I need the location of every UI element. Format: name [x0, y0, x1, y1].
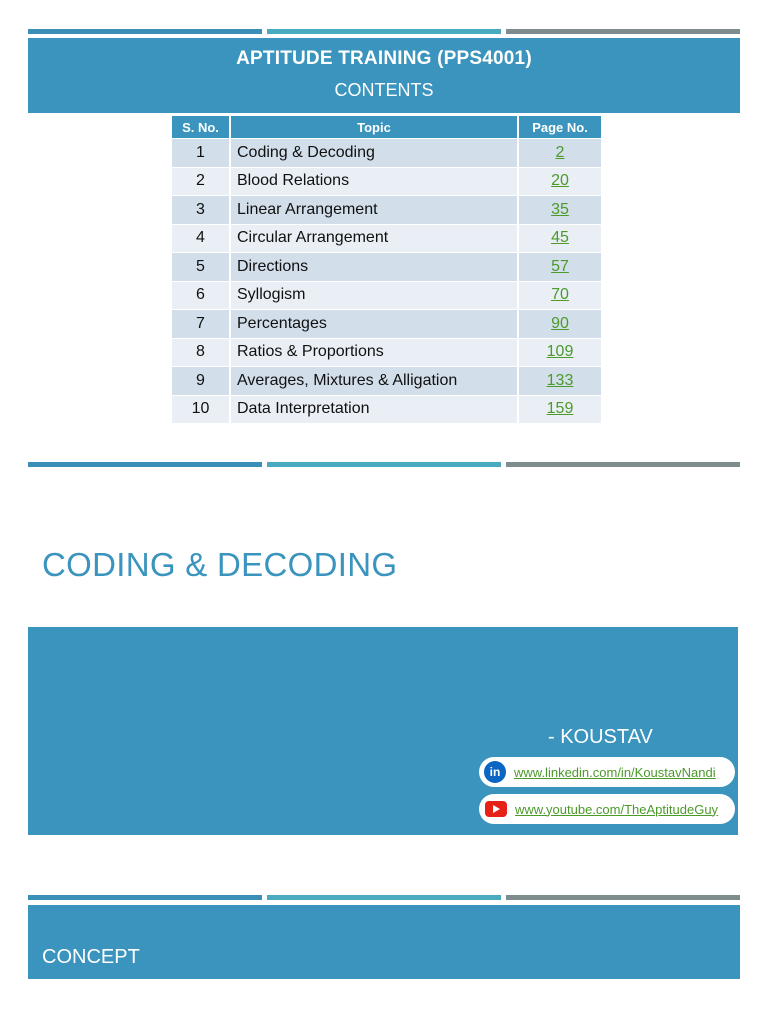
top-divider: [28, 29, 740, 34]
row-topic: Linear Arrangement: [231, 195, 519, 224]
page-link[interactable]: 57: [551, 257, 569, 275]
row-sno: 7: [172, 309, 231, 338]
youtube-icon: [485, 801, 507, 817]
row-topic: Blood Relations: [231, 166, 519, 195]
divider-segment: [506, 29, 740, 34]
lower-divider: [28, 895, 740, 900]
row-page-cell: 45: [519, 223, 601, 252]
table-row: 5 Directions 57: [172, 252, 601, 281]
table-row: 9 Averages, Mixtures & Alligation 133: [172, 366, 601, 395]
contents-table: S. No. Topic Page No. 1 Coding & Decoding…: [172, 116, 601, 423]
page-link[interactable]: 109: [546, 343, 574, 361]
table-row: 7 Percentages 90: [172, 309, 601, 338]
linkedin-icon: in: [484, 761, 506, 783]
row-topic: Directions: [231, 252, 519, 281]
page-link[interactable]: 133: [546, 371, 574, 389]
column-header-topic: Topic: [231, 116, 519, 138]
table-header-row: S. No. Topic Page No.: [172, 116, 601, 138]
row-topic: Coding & Decoding: [231, 138, 519, 167]
row-sno: 4: [172, 223, 231, 252]
row-topic: Averages, Mixtures & Alligation: [231, 366, 519, 395]
table-row: 10 Data Interpretation 159: [172, 394, 601, 423]
page-link[interactable]: 90: [551, 314, 569, 332]
row-sno: 8: [172, 337, 231, 366]
row-page-cell: 57: [519, 252, 601, 281]
divider-segment: [506, 895, 740, 900]
youtube-link-pill[interactable]: www.youtube.com/TheAptitudeGuy: [479, 794, 735, 824]
linkedin-link-pill[interactable]: in www.linkedin.com/in/KoustavNandi: [479, 757, 735, 787]
header-band: APTITUDE TRAINING (PPS4001) CONTENTS: [28, 38, 740, 113]
page-link[interactable]: 159: [546, 400, 574, 418]
table-row: 6 Syllogism 70: [172, 280, 601, 309]
row-sno: 5: [172, 252, 231, 281]
row-page-cell: 20: [519, 166, 601, 195]
table-row: 1 Coding & Decoding 2: [172, 138, 601, 167]
row-topic: Percentages: [231, 309, 519, 338]
table-row: 8 Ratios & Proportions 109: [172, 337, 601, 366]
row-page-cell: 2: [519, 138, 601, 167]
divider-segment: [506, 462, 740, 467]
row-sno: 2: [172, 166, 231, 195]
row-topic: Circular Arrangement: [231, 223, 519, 252]
row-topic: Syllogism: [231, 280, 519, 309]
row-sno: 6: [172, 280, 231, 309]
page-title: APTITUDE TRAINING (PPS4001): [236, 48, 532, 69]
divider-segment: [28, 29, 262, 34]
row-sno: 10: [172, 394, 231, 423]
page-link[interactable]: 2: [555, 143, 565, 161]
row-page-cell: 133: [519, 366, 601, 395]
row-sno: 1: [172, 138, 231, 167]
table-row: 4 Circular Arrangement 45: [172, 223, 601, 252]
row-page-cell: 159: [519, 394, 601, 423]
page-link[interactable]: 35: [551, 200, 569, 218]
column-header-sno: S. No.: [172, 116, 231, 138]
author-name: - KOUSTAV: [548, 726, 653, 748]
row-page-cell: 35: [519, 195, 601, 224]
table-row: 3 Linear Arrangement 35: [172, 195, 601, 224]
row-page-cell: 109: [519, 337, 601, 366]
concept-heading: CONCEPT: [42, 946, 140, 968]
row-page-cell: 90: [519, 309, 601, 338]
row-topic: Data Interpretation: [231, 394, 519, 423]
divider-segment: [267, 895, 501, 900]
contents-heading: CONTENTS: [334, 80, 434, 100]
concept-band: [28, 905, 740, 979]
youtube-link[interactable]: www.youtube.com/TheAptitudeGuy: [515, 801, 719, 817]
row-topic: Ratios & Proportions: [231, 337, 519, 366]
divider-segment: [267, 29, 501, 34]
section-title: CODING & DECODING: [42, 546, 398, 583]
page-link[interactable]: 20: [551, 172, 569, 190]
row-sno: 9: [172, 366, 231, 395]
row-page-cell: 70: [519, 280, 601, 309]
divider-segment: [267, 462, 501, 467]
middle-divider: [28, 462, 740, 467]
column-header-page: Page No.: [519, 116, 601, 138]
divider-segment: [28, 895, 262, 900]
table-row: 2 Blood Relations 20: [172, 166, 601, 195]
divider-segment: [28, 462, 262, 467]
linkedin-link[interactable]: www.linkedin.com/in/KoustavNandi: [514, 764, 716, 780]
row-sno: 3: [172, 195, 231, 224]
page-link[interactable]: 45: [551, 229, 569, 247]
page-link[interactable]: 70: [551, 286, 569, 304]
